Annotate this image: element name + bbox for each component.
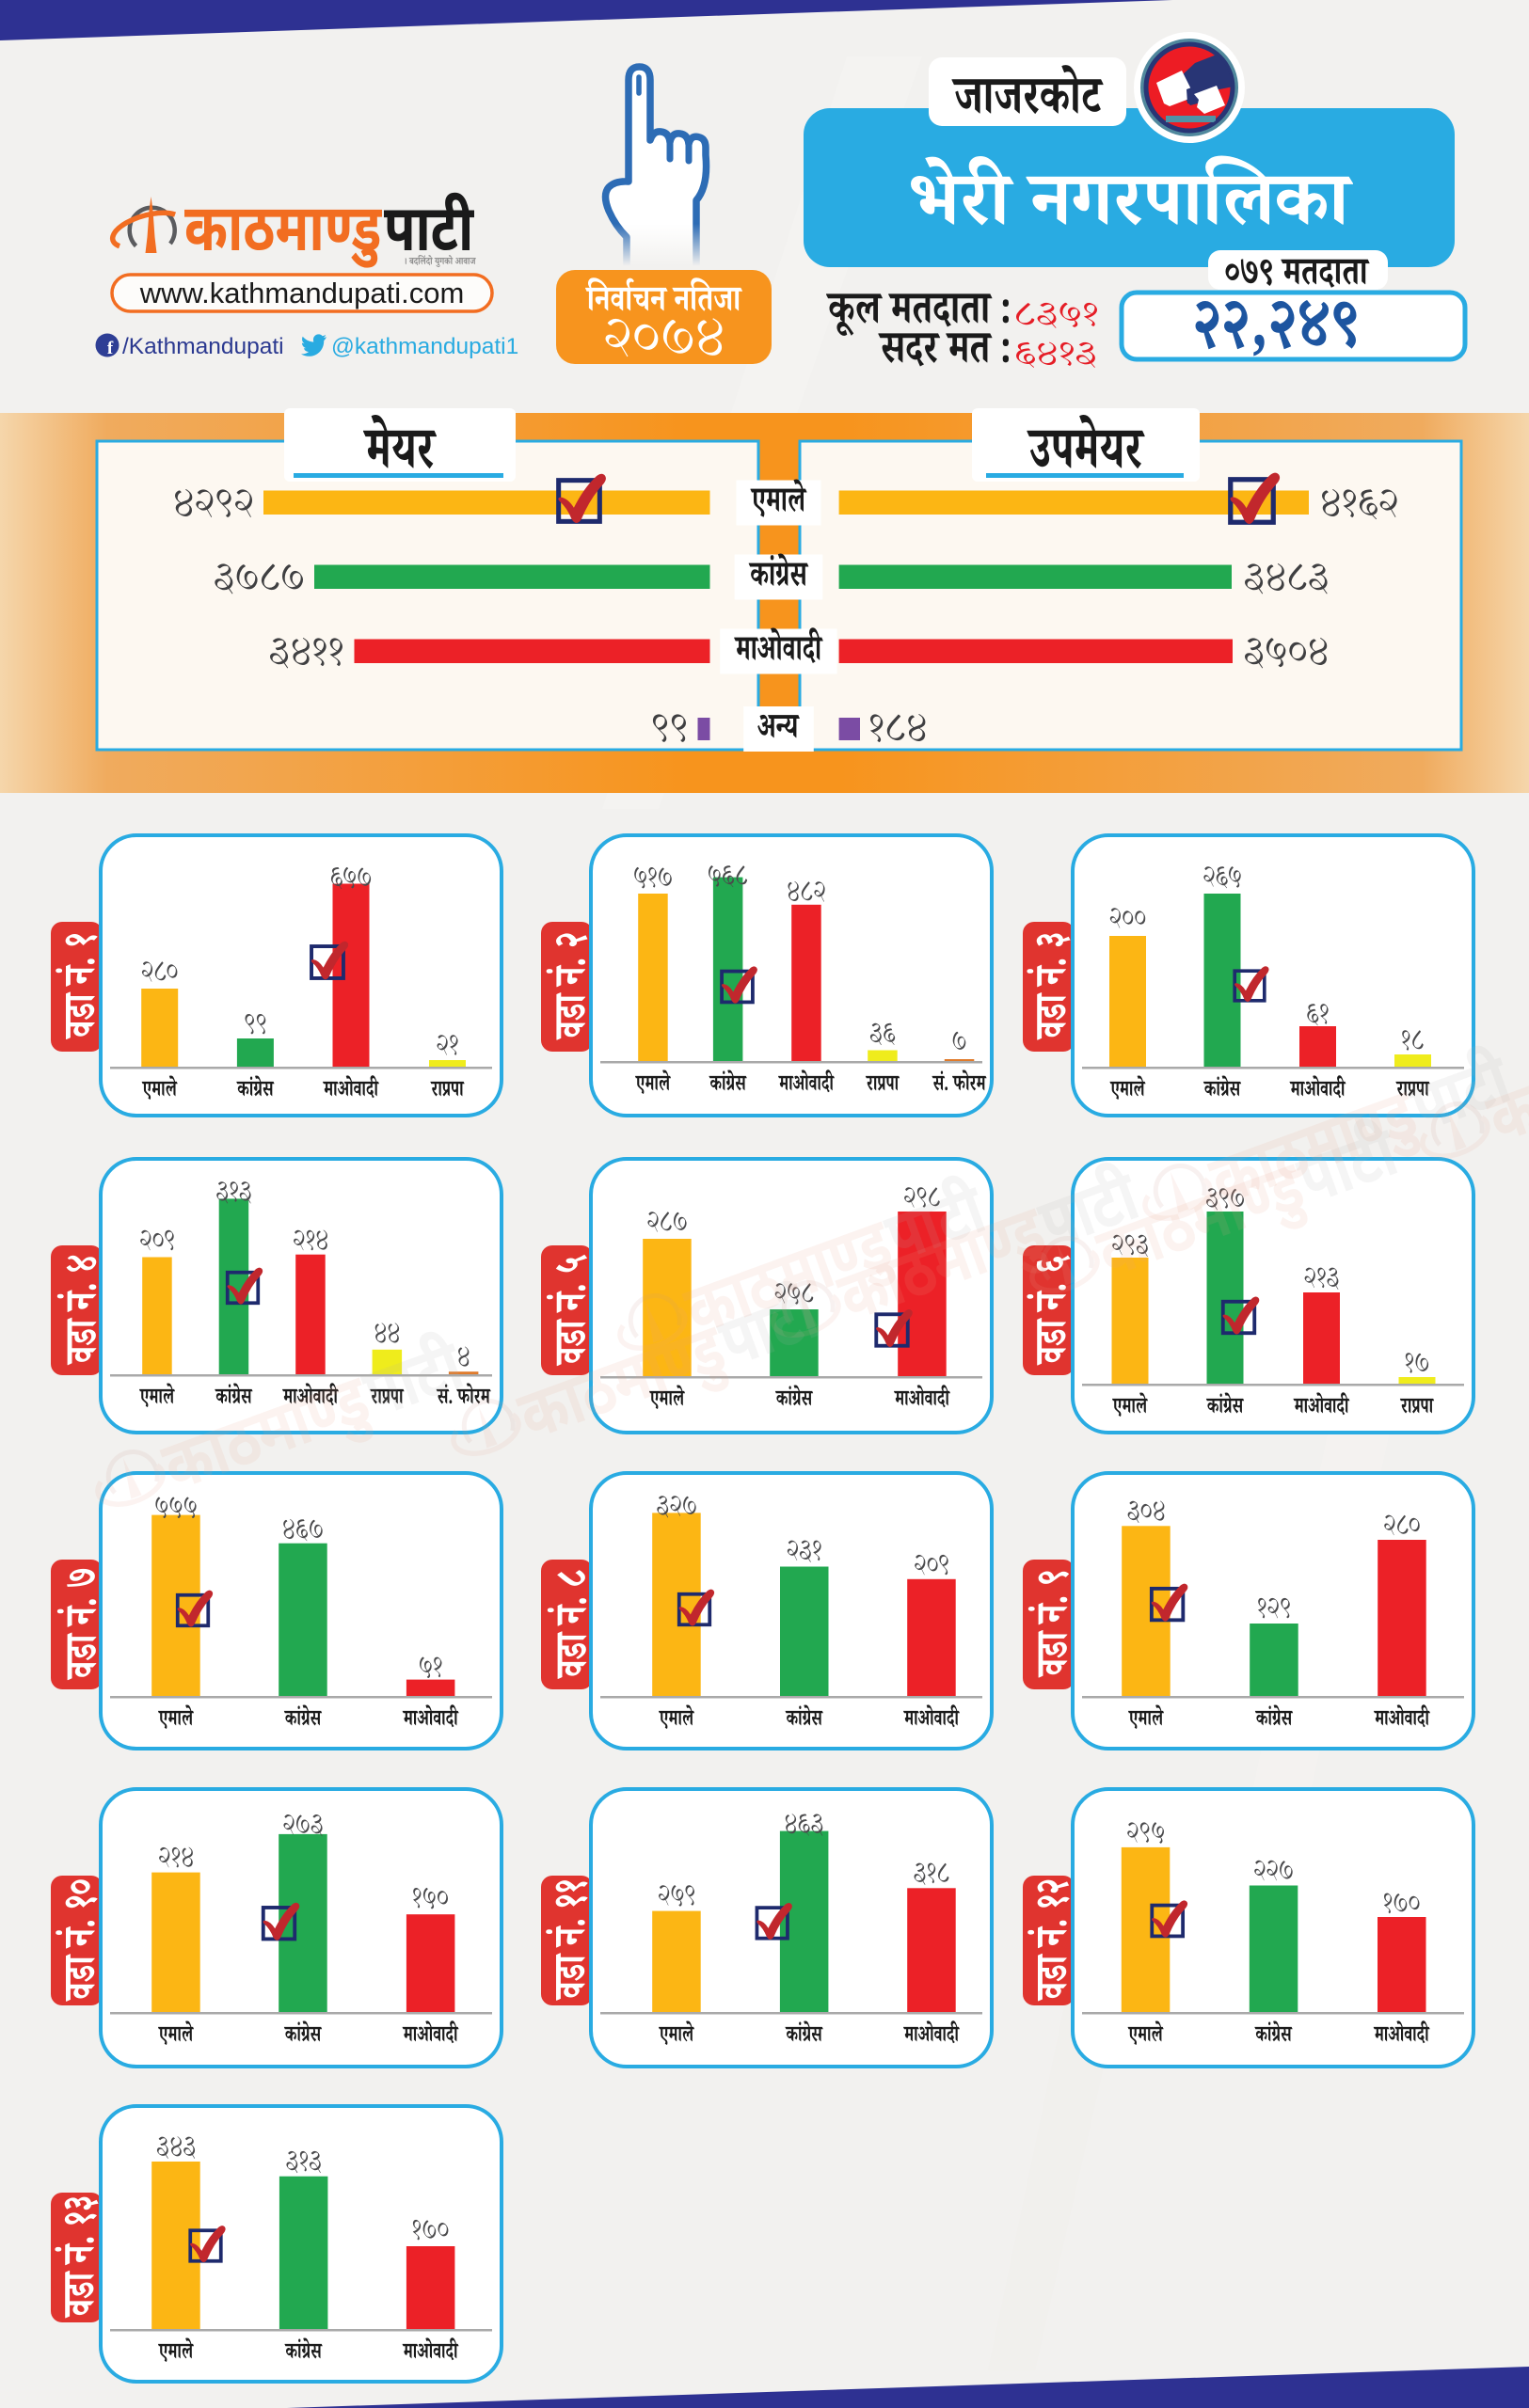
svg-text:@kathmandupati1: @kathmandupati1 (331, 334, 518, 359)
svg-text:/Kathmandupati: /Kathmandupati (122, 334, 284, 359)
svg-text:f: f (107, 339, 114, 358)
svg-text:www.kathmandupati.com: www.kathmandupati.com (139, 277, 465, 309)
